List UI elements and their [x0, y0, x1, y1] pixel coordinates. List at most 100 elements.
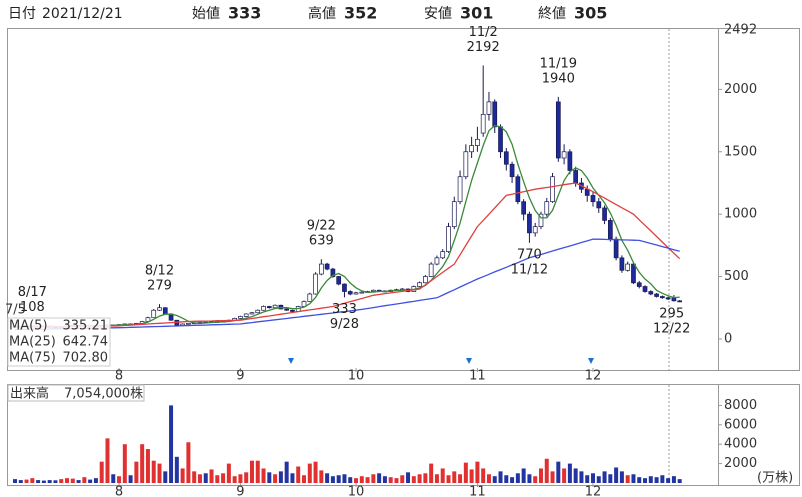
candle-body	[434, 257, 440, 265]
candle-body	[307, 293, 313, 302]
annotation-value: 108	[20, 300, 45, 315]
volume-bar	[18, 480, 23, 483]
volume-bar	[434, 474, 439, 483]
volume-bar	[59, 479, 64, 483]
candle-body	[469, 145, 474, 153]
moving-average-line	[14, 238, 680, 331]
volume-bar	[41, 480, 46, 483]
candle-body	[463, 151, 469, 178]
x-tick-label: 12	[585, 485, 602, 497]
volume-bar	[469, 469, 474, 483]
volume-bar	[446, 475, 451, 483]
candle-body	[573, 170, 579, 184]
y-tick-label: 1000	[724, 207, 757, 222]
volume-bar	[151, 460, 156, 483]
volume-bar	[261, 468, 266, 483]
candle-body	[498, 126, 503, 153]
volume-bar	[244, 472, 249, 483]
volume-bar	[145, 449, 150, 483]
header-value: 301	[460, 4, 493, 23]
volume-bar	[498, 471, 503, 483]
volume-bar	[232, 476, 237, 483]
volume-bar	[423, 473, 428, 483]
x-tick-label: 10	[348, 369, 365, 384]
y-tick-label: 500	[724, 269, 749, 284]
candle-body	[590, 195, 596, 203]
volume-bar	[296, 466, 301, 483]
volume-bar	[579, 471, 584, 483]
candle-body	[266, 306, 272, 309]
candle-body	[324, 263, 330, 270]
annotation-date: 12/22	[653, 322, 690, 337]
legend-name: MA(25)	[9, 335, 56, 350]
candle-body	[538, 213, 544, 227]
candle-body	[521, 201, 526, 215]
volume-bar	[550, 471, 555, 483]
candle-body	[480, 113, 486, 134]
candle-body	[665, 297, 671, 300]
volume-bar	[394, 478, 399, 483]
header-date: 2021/12/21	[42, 6, 123, 22]
annotation-value: 1940	[542, 71, 575, 86]
candle-body	[550, 176, 555, 203]
candle-body	[636, 282, 642, 287]
legend-value: 335.21	[63, 319, 109, 334]
x-tick-label: 10	[348, 485, 365, 497]
candle-body	[625, 263, 631, 271]
plot-area: 0 500 1000 1500 2000 2492 8 9 10 11 12 8 9 10 11 12 2000…	[7, 23, 757, 497]
y-tick-label: 2000	[724, 456, 757, 471]
volume-bar	[169, 405, 174, 483]
volume-bar	[440, 468, 445, 483]
volume-bar	[313, 461, 318, 483]
volume-bar	[203, 473, 208, 483]
candle-body	[180, 323, 185, 326]
volume-bar	[197, 474, 202, 483]
volume-bar	[567, 463, 572, 483]
volume-bar	[140, 444, 145, 483]
candle-body	[330, 268, 336, 277]
candle-body	[607, 220, 613, 240]
volume-bar	[602, 471, 607, 483]
candle-body	[660, 296, 665, 299]
volume-bar	[463, 462, 468, 483]
header-value: 305	[574, 4, 607, 23]
volume-bar	[122, 444, 127, 483]
candle-body	[486, 101, 492, 115]
volume-bar	[614, 467, 619, 483]
volume-bar	[562, 468, 567, 483]
volume-bar	[671, 476, 676, 483]
volume-bar	[666, 478, 671, 483]
volume-bar	[342, 474, 347, 483]
volume-bar	[249, 460, 254, 483]
volume-bar	[585, 475, 590, 483]
x-tick-label: 11	[469, 369, 486, 384]
start-label: 7/5	[5, 303, 26, 318]
header-label: 安値	[424, 6, 452, 22]
volume-bar	[209, 469, 214, 483]
header-value: 333	[228, 4, 261, 23]
candle-body	[613, 238, 619, 259]
volume-bar	[221, 473, 226, 483]
volume-bar	[93, 478, 98, 483]
candle-body	[619, 257, 625, 271]
volume-title: 出来高	[10, 386, 49, 402]
candle-body	[648, 291, 654, 295]
event-marker	[288, 358, 294, 364]
volume-bar	[53, 480, 58, 483]
candle-body	[596, 201, 602, 209]
volume-bar	[307, 463, 312, 483]
annotation-date: 11/2	[469, 25, 498, 40]
candle-body	[255, 309, 261, 314]
volume-bar	[302, 475, 306, 483]
volume-bar	[382, 476, 387, 483]
candle-body	[654, 293, 659, 297]
volume-bar	[134, 461, 139, 483]
volume-bar	[76, 480, 81, 483]
annotation-value: 295	[659, 307, 684, 322]
candle-body	[527, 213, 532, 234]
volume-bar	[215, 475, 220, 483]
volume-bar	[406, 472, 411, 483]
volume-bar	[660, 475, 665, 483]
moving-average-line	[15, 124, 680, 328]
